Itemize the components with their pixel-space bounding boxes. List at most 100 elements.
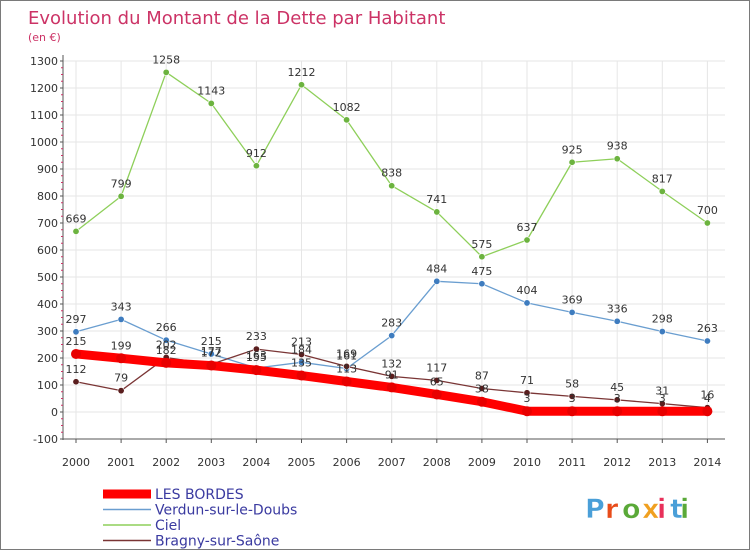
- data-label: 58: [565, 377, 579, 390]
- y-tick-label: 700: [37, 217, 58, 230]
- y-tick-label: 100: [37, 379, 58, 392]
- data-label: 575: [471, 238, 492, 251]
- y-tick-label: 900: [37, 163, 58, 176]
- data-label: 155: [246, 351, 267, 364]
- data-label: 1143: [197, 84, 225, 97]
- data-label: 184: [291, 343, 312, 356]
- logo-letter: x: [642, 494, 659, 525]
- data-point: [567, 406, 578, 417]
- data-label: 91: [385, 368, 399, 381]
- data-label: 202: [156, 338, 177, 351]
- data-label: 135: [291, 357, 312, 370]
- data-label: 925: [562, 143, 583, 156]
- chart-subtitle: (en €): [28, 31, 61, 44]
- logo-letter: P: [585, 494, 605, 525]
- data-point: [568, 308, 576, 316]
- legend-label: Ciel: [155, 518, 181, 534]
- chart-title: Evolution du Montant de la Dette par Hab…: [28, 8, 445, 29]
- data-label: 298: [652, 313, 673, 326]
- data-labels-group: 669 799 1258 1143 912 1212 1082 838 741 575 637 925…: [66, 53, 718, 405]
- data-label: 938: [607, 140, 628, 153]
- data-label: 475: [471, 265, 492, 278]
- data-point: [297, 81, 305, 89]
- data-point: [523, 299, 531, 307]
- y-axis-ticks: -100 0 100 200 300 400 500 600 700 800 900 1000 1100…: [30, 55, 63, 446]
- data-point: [117, 315, 125, 323]
- x-tick-label: 2009: [468, 456, 496, 469]
- data-point: [251, 365, 262, 376]
- grid-lines: [63, 60, 725, 440]
- data-point: [207, 99, 215, 107]
- x-tick-label: 2014: [693, 456, 721, 469]
- data-point: [658, 328, 666, 336]
- legend-label: Bragny-sur-Saône: [155, 534, 279, 550]
- data-label: 3: [659, 392, 666, 405]
- legend-label: Verdun-sur-le-Doubs: [155, 503, 297, 519]
- data-label: 700: [697, 204, 718, 217]
- x-tick-label: 2004: [242, 456, 270, 469]
- data-point: [433, 208, 441, 216]
- y-tick-label: 1200: [30, 82, 58, 95]
- data-label: 3: [614, 392, 621, 405]
- y-tick-label: 500: [37, 271, 58, 284]
- x-tick-label: 2011: [558, 456, 586, 469]
- data-label: 1258: [152, 53, 180, 66]
- data-label: 87: [475, 370, 489, 383]
- x-tick-label: 2007: [378, 456, 406, 469]
- data-point: [388, 182, 396, 190]
- y-tick-label: 1300: [30, 55, 58, 68]
- data-label: 669: [66, 212, 87, 225]
- data-label: 404: [517, 284, 538, 297]
- data-label: 16: [700, 389, 714, 402]
- data-point: [522, 406, 532, 417]
- y-tick-label: 800: [37, 190, 58, 203]
- x-tick-label: 2012: [603, 456, 631, 469]
- data-point: [703, 337, 711, 345]
- x-tick-label: 2000: [62, 456, 90, 469]
- data-point: [478, 253, 486, 261]
- data-point: [117, 192, 125, 200]
- data-label: 912: [246, 147, 267, 160]
- data-label: 741: [426, 193, 447, 206]
- data-point: [703, 219, 711, 227]
- y-tick-label: 400: [37, 298, 58, 311]
- data-point: [72, 378, 80, 386]
- data-point: [613, 396, 621, 404]
- data-point: [343, 116, 351, 124]
- data-label: 38: [475, 383, 489, 396]
- data-point: [71, 348, 81, 359]
- data-point: [478, 385, 486, 393]
- data-label: 817: [652, 172, 673, 185]
- data-point: [568, 392, 576, 400]
- data-point: [568, 158, 576, 166]
- data-label: 637: [517, 221, 538, 234]
- data-label: 169: [336, 347, 357, 360]
- series-group: [71, 68, 713, 417]
- data-point: [388, 372, 396, 380]
- data-label: 343: [111, 300, 132, 313]
- x-tick-label: 2010: [513, 456, 541, 469]
- data-point: [523, 389, 531, 397]
- data-point: [162, 336, 170, 344]
- data-point: [297, 358, 305, 366]
- data-label: 31: [655, 385, 669, 398]
- data-point: [613, 317, 621, 325]
- data-label: 213: [291, 335, 312, 348]
- data-label: 163: [246, 349, 267, 362]
- data-label: 71: [520, 374, 534, 387]
- data-point: [612, 406, 623, 417]
- data-point: [523, 236, 531, 244]
- x-tick-label: 2003: [197, 456, 225, 469]
- x-tick-label: 2006: [333, 456, 361, 469]
- y-tick-label: 0: [51, 406, 58, 419]
- data-label: 117: [426, 361, 447, 374]
- logo-letter: r: [605, 494, 619, 525]
- data-point: [296, 370, 307, 381]
- data-label: 113: [336, 362, 357, 375]
- data-label: 233: [246, 330, 267, 343]
- data-point: [252, 162, 260, 170]
- data-label: 369: [562, 293, 583, 306]
- data-label: 838: [381, 167, 402, 180]
